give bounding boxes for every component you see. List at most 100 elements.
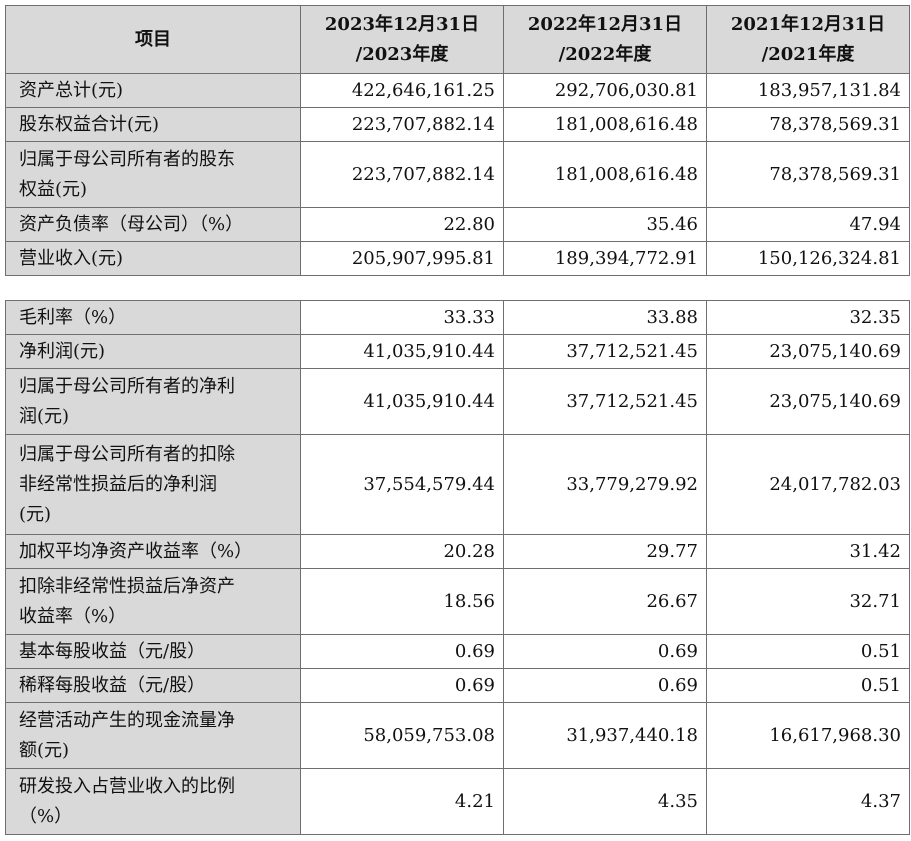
header-2022-date: 2022年12月31日: [527, 13, 683, 35]
row-label: 净利润(元): [5, 334, 301, 369]
value-2021: 150,126,324.81: [706, 241, 910, 276]
row-label: 归属于母公司所有者的净利 润(元): [5, 368, 301, 435]
table-row: 营业收入(元) 205,907,995.81 189,394,772.91 15…: [5, 241, 910, 276]
value-2022: 35.46: [503, 207, 707, 242]
row-label-line: 额(元): [19, 739, 70, 761]
row-label: 股东权益合计(元): [5, 107, 301, 142]
header-2023-date: 2023年12月31日: [324, 13, 480, 35]
header-2021-date: 2021年12月31日: [730, 13, 886, 35]
value-2022: 33.88: [503, 300, 707, 335]
row-label: 归属于母公司所有者的扣除 非经常性损益后的净利润 (元): [5, 434, 301, 535]
row-label-line: 研发投入占营业收入的比例: [19, 775, 235, 797]
row-label-line: （%）: [19, 805, 73, 827]
table-row: 净利润(元) 41,035,910.44 37,712,521.45 23,07…: [5, 334, 910, 369]
table-row: 扣除非经常性损益后净资产 收益率（%） 18.56 26.67 32.71: [5, 568, 910, 635]
value-2023: 37,554,579.44: [300, 434, 504, 535]
table-row: 资产负债率（母公司）（%） 22.80 35.46 47.94: [5, 207, 910, 242]
value-2023: 18.56: [300, 568, 504, 635]
value-2023: 20.28: [300, 534, 504, 569]
row-label: 研发投入占营业收入的比例 （%）: [5, 768, 301, 835]
value-2022: 0.69: [503, 634, 707, 669]
value-2021: 183,957,131.84: [706, 73, 910, 108]
value-2021: 23,075,140.69: [706, 368, 910, 435]
value-2023: 205,907,995.81: [300, 241, 504, 276]
value-2023: 22.80: [300, 207, 504, 242]
row-label-line: 经营活动产生的现金流量净: [19, 709, 235, 731]
table-row: 归属于母公司所有者的扣除 非经常性损益后的净利润 (元) 37,554,579.…: [5, 434, 910, 535]
value-2021: 78,378,569.31: [706, 141, 910, 208]
value-2022: 29.77: [503, 534, 707, 569]
value-2023: 0.69: [300, 634, 504, 669]
value-2023: 41,035,910.44: [300, 334, 504, 369]
row-label: 基本每股收益（元/股）: [5, 634, 301, 669]
value-2021: 47.94: [706, 207, 910, 242]
row-label: 归属于母公司所有者的股东 权益(元): [5, 141, 301, 208]
table-row: 归属于母公司所有者的净利 润(元) 41,035,910.44 37,712,5…: [5, 368, 910, 435]
row-label: 扣除非经常性损益后净资产 收益率（%）: [5, 568, 301, 635]
header-2023: 2023年12月31日 /2023年度: [300, 5, 504, 74]
value-2022: 33,779,279.92: [503, 434, 707, 535]
value-2021: 0.51: [706, 668, 910, 703]
value-2023: 0.69: [300, 668, 504, 703]
value-2021: 32.35: [706, 300, 910, 335]
financial-table-top: 项目 2023年12月31日 /2023年度 2022年12月31日 /2022…: [5, 5, 910, 276]
table-row: 加权平均净资产收益率（%） 20.28 29.77 31.42: [5, 534, 910, 569]
value-2022: 181,008,616.48: [503, 107, 707, 142]
value-2022: 189,394,772.91: [503, 241, 707, 276]
row-label-line: 权益(元): [19, 178, 88, 200]
value-2023: 4.21: [300, 768, 504, 835]
row-label: 经营活动产生的现金流量净 额(元): [5, 702, 301, 769]
row-label-line: 归属于母公司所有者的扣除: [19, 443, 235, 465]
header-2021: 2021年12月31日 /2021年度: [706, 5, 910, 74]
row-label-line: 归属于母公司所有者的净利: [19, 375, 235, 397]
row-label-line: 扣除非经常性损益后净资产: [19, 575, 235, 597]
header-item: 项目: [5, 5, 301, 74]
value-2021: 31.42: [706, 534, 910, 569]
row-label-line: 收益率（%）: [19, 605, 127, 627]
value-2023: 223,707,882.14: [300, 141, 504, 208]
value-2022: 4.35: [503, 768, 707, 835]
header-2023-period: /2023年度: [355, 43, 449, 65]
table-row: 股东权益合计(元) 223,707,882.14 181,008,616.48 …: [5, 107, 910, 142]
table-row: 研发投入占营业收入的比例 （%） 4.21 4.35 4.37: [5, 768, 910, 835]
value-2023: 33.33: [300, 300, 504, 335]
value-2022: 0.69: [503, 668, 707, 703]
value-2023: 58,059,753.08: [300, 702, 504, 769]
row-label: 资产总计(元): [5, 73, 301, 108]
value-2023: 422,646,161.25: [300, 73, 504, 108]
row-label: 加权平均净资产收益率（%）: [5, 534, 301, 569]
table-row: 资产总计(元) 422,646,161.25 292,706,030.81 18…: [5, 73, 910, 108]
table-row: 毛利率（%） 33.33 33.88 32.35: [5, 300, 910, 335]
table-row: 稀释每股收益（元/股） 0.69 0.69 0.51: [5, 668, 910, 703]
row-label-line: (元): [19, 503, 52, 525]
row-label-line: 非经常性损益后的净利润: [19, 473, 217, 495]
value-2021: 23,075,140.69: [706, 334, 910, 369]
row-label: 资产负债率（母公司）（%）: [5, 207, 301, 242]
row-label: 稀释每股收益（元/股）: [5, 668, 301, 703]
financial-table-bottom: 毛利率（%） 33.33 33.88 32.35 净利润(元) 41,035,9…: [5, 300, 910, 835]
row-label: 营业收入(元): [5, 241, 301, 276]
value-2021: 24,017,782.03: [706, 434, 910, 535]
header-2022: 2022年12月31日 /2022年度: [503, 5, 707, 74]
row-label-line: 归属于母公司所有者的股东: [19, 148, 235, 170]
header-2022-period: /2022年度: [558, 43, 652, 65]
table-row: 基本每股收益（元/股） 0.69 0.69 0.51: [5, 634, 910, 669]
value-2022: 37,712,521.45: [503, 368, 707, 435]
value-2022: 26.67: [503, 568, 707, 635]
value-2022: 37,712,521.45: [503, 334, 707, 369]
value-2021: 0.51: [706, 634, 910, 669]
table-row: 经营活动产生的现金流量净 额(元) 58,059,753.08 31,937,4…: [5, 702, 910, 769]
value-2021: 78,378,569.31: [706, 107, 910, 142]
value-2023: 223,707,882.14: [300, 107, 504, 142]
value-2022: 181,008,616.48: [503, 141, 707, 208]
value-2021: 4.37: [706, 768, 910, 835]
value-2021: 32.71: [706, 568, 910, 635]
header-2021-period: /2021年度: [761, 43, 855, 65]
header-row: 项目 2023年12月31日 /2023年度 2022年12月31日 /2022…: [5, 5, 910, 74]
value-2022: 292,706,030.81: [503, 73, 707, 108]
value-2021: 16,617,968.30: [706, 702, 910, 769]
row-label-line: 润(元): [19, 405, 70, 427]
value-2023: 41,035,910.44: [300, 368, 504, 435]
row-label: 毛利率（%）: [5, 300, 301, 335]
value-2022: 31,937,440.18: [503, 702, 707, 769]
